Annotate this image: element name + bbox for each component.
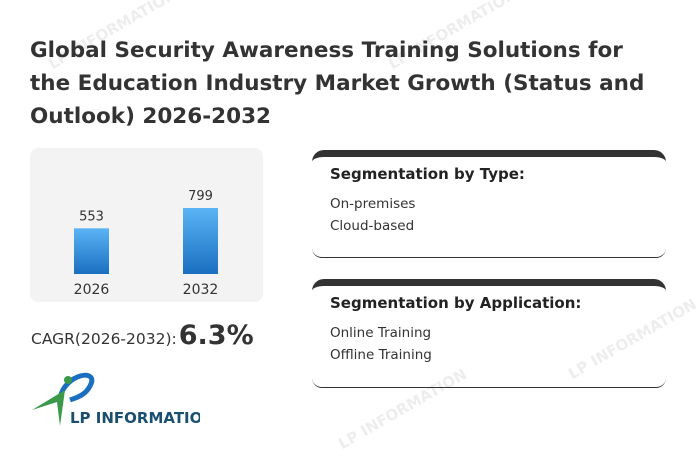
cagr-value: 6.3% bbox=[178, 320, 254, 351]
segment-application: Segmentation by Application: Online Trai… bbox=[312, 279, 666, 388]
segment-title: Segmentation by Application: bbox=[330, 294, 582, 312]
bar-2026 bbox=[74, 228, 109, 274]
x-tick-label: 2026 bbox=[74, 282, 110, 298]
logo-text: LP INFORMATION bbox=[70, 409, 200, 427]
segment-title: Segmentation by Type: bbox=[330, 165, 525, 183]
data-label: 799 bbox=[188, 189, 213, 204]
segment-item: On-premises bbox=[330, 196, 416, 212]
segment-type: Segmentation by Type: On-premises Cloud-… bbox=[312, 150, 666, 258]
bar-chart: 553 2026 799 2032 bbox=[74, 189, 219, 298]
x-tick-label: 2032 bbox=[183, 282, 219, 298]
segment-item: Offline Training bbox=[330, 347, 432, 363]
page-title: Global Security Awareness Training Solut… bbox=[30, 38, 645, 129]
bar-2032 bbox=[183, 208, 218, 274]
lp-information-logo: LP INFORMATION bbox=[32, 372, 200, 427]
data-label: 553 bbox=[79, 209, 104, 224]
segment-item: Cloud-based bbox=[330, 218, 415, 234]
cagr-label: CAGR(2026-2032): bbox=[31, 330, 177, 348]
cagr: CAGR(2026-2032): 6.3% bbox=[31, 320, 254, 351]
chart-card bbox=[30, 148, 263, 302]
segment-item: Online Training bbox=[330, 325, 432, 341]
